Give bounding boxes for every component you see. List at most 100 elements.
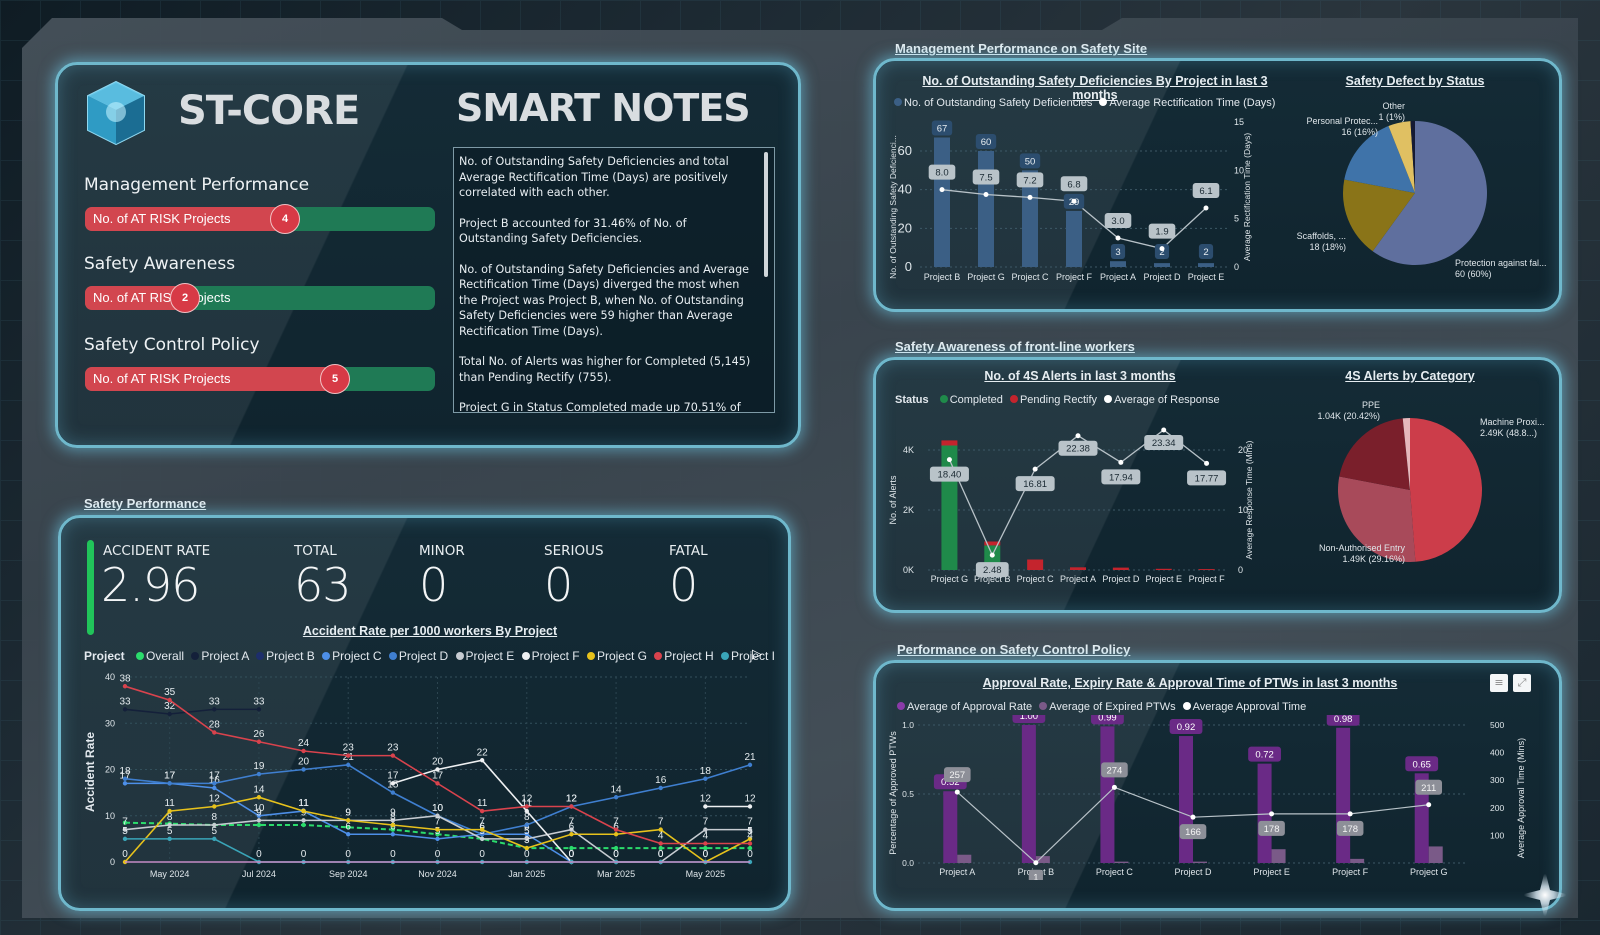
svg-text:11: 11 xyxy=(164,798,175,809)
svg-text:20: 20 xyxy=(298,757,310,768)
svg-text:4: 4 xyxy=(703,831,709,842)
risk-bar-fill xyxy=(85,286,185,310)
cube-logo-icon xyxy=(87,80,145,146)
svg-text:Project F: Project F xyxy=(1056,272,1093,282)
svg-text:Project B: Project B xyxy=(924,272,961,282)
svg-text:4: 4 xyxy=(747,831,753,842)
svg-text:10: 10 xyxy=(1234,165,1244,175)
section-title-management: Management Performance on Safety Site xyxy=(895,41,1148,56)
svg-text:Project A: Project A xyxy=(1060,574,1096,584)
svg-text:0: 0 xyxy=(569,849,575,860)
svg-text:Project C: Project C xyxy=(1011,272,1049,282)
svg-text:Average Response Time (Mins): Average Response Time (Mins) xyxy=(1244,440,1254,559)
svg-text:23: 23 xyxy=(343,743,355,754)
svg-text:21: 21 xyxy=(744,752,756,763)
kpi-label: TOTAL xyxy=(294,543,337,559)
svg-text:17: 17 xyxy=(119,770,131,781)
svg-text:Project A: Project A xyxy=(1100,272,1136,282)
svg-text:33: 33 xyxy=(209,696,221,707)
svg-text:0: 0 xyxy=(613,849,619,860)
svg-text:16 (16%): 16 (16%) xyxy=(1341,127,1378,137)
svg-text:6: 6 xyxy=(479,821,485,832)
svg-text:500: 500 xyxy=(1490,720,1504,730)
svg-text:0: 0 xyxy=(390,849,396,860)
svg-text:200: 200 xyxy=(1490,803,1504,813)
svg-text:166: 166 xyxy=(1185,827,1201,838)
svg-text:Project C: Project C xyxy=(1096,867,1134,877)
alerts-legend: Status Completed Pending Rectify Average… xyxy=(895,394,1220,406)
focus-mode-icon[interactable]: ⤢ xyxy=(1513,674,1531,692)
svg-text:67: 67 xyxy=(937,123,948,134)
svg-text:0.5: 0.5 xyxy=(902,789,914,799)
svg-text:0K: 0K xyxy=(903,565,914,575)
svg-text:12: 12 xyxy=(700,794,712,805)
svg-text:Project B: Project B xyxy=(974,574,1011,584)
svg-text:16.81: 16.81 xyxy=(1023,479,1047,490)
svg-text:178: 178 xyxy=(1264,824,1280,835)
svg-text:0: 0 xyxy=(479,849,485,860)
svg-text:Project G: Project G xyxy=(967,272,1005,282)
risk-bar-management[interactable]: No. of AT RISK Projects 4 xyxy=(85,204,435,234)
svg-text:300: 300 xyxy=(1490,775,1504,785)
svg-text:0: 0 xyxy=(122,849,128,860)
svg-text:12: 12 xyxy=(209,794,221,805)
filter-icon[interactable]: ≡ xyxy=(1490,674,1508,692)
section-title-awareness: Safety Awareness of front-line workers xyxy=(895,339,1135,354)
svg-text:17.94: 17.94 xyxy=(1109,472,1133,483)
svg-text:Nov 2024: Nov 2024 xyxy=(418,869,457,879)
notes-scrollbar[interactable] xyxy=(764,152,768,277)
svg-text:19: 19 xyxy=(253,761,265,772)
svg-text:17: 17 xyxy=(164,770,176,781)
svg-text:0: 0 xyxy=(524,849,530,860)
svg-text:12: 12 xyxy=(566,794,578,805)
deficiencies-legend: No. of Outstanding Safety Deficiencies A… xyxy=(890,97,1275,109)
chart-title-alerts: No. of 4S Alerts in last 3 months xyxy=(984,369,1176,383)
svg-text:9: 9 xyxy=(345,807,351,818)
svg-text:17: 17 xyxy=(432,770,444,781)
svg-text:23.34: 23.34 xyxy=(1152,438,1176,449)
svg-text:0: 0 xyxy=(703,849,709,860)
deficiencies-combo-chart[interactable]: No. of Outstanding Safety Deficienci... A… xyxy=(888,112,1278,292)
svg-text:Mar 2025: Mar 2025 xyxy=(597,869,635,879)
svg-text:2.48: 2.48 xyxy=(983,565,1002,576)
svg-text:20: 20 xyxy=(1238,445,1248,455)
svg-text:18.40: 18.40 xyxy=(938,470,962,481)
svg-text:Machine Proxi...: Machine Proxi... xyxy=(1480,417,1545,427)
alerts-category-pie-chart[interactable]: Machine Proxi...2.49K (48.8...) PPE1.04K … xyxy=(1280,395,1550,590)
svg-text:Accident Rate: Accident Rate xyxy=(83,732,97,812)
alerts-combo-chart[interactable]: No. of Alerts Average Response Time (Mins… xyxy=(888,410,1278,590)
svg-text:5: 5 xyxy=(122,826,128,837)
svg-text:18: 18 xyxy=(119,766,131,777)
svg-text:8: 8 xyxy=(212,812,218,823)
risk-bar-awareness[interactable]: No. of AT RISK Projects 2 xyxy=(85,283,435,313)
kpi-label: ACCIDENT RATE xyxy=(103,543,211,559)
svg-text:4K: 4K xyxy=(903,445,914,455)
svg-text:0: 0 xyxy=(703,849,709,860)
risk-bar-control[interactable]: No. of AT RISK Projects 5 xyxy=(85,364,435,394)
svg-text:40: 40 xyxy=(898,182,912,197)
chart-title-defect-status: Safety Defect by Status xyxy=(1345,74,1485,88)
svg-text:50: 50 xyxy=(1025,156,1036,167)
svg-text:Personal Protec...: Personal Protec... xyxy=(1306,116,1378,126)
risk-count-badge: 2 xyxy=(170,283,200,313)
svg-text:100: 100 xyxy=(1490,830,1504,840)
svg-text:11: 11 xyxy=(298,798,309,809)
risk-bar-label: No. of AT RISK Projects xyxy=(93,371,231,386)
smart-notes-box[interactable]: No. of Outstanding Safety Deficiencies a… xyxy=(453,147,775,413)
risk-bar-fill xyxy=(85,207,285,231)
ptw-combo-chart[interactable]: Percentage of Approved PTWs Average Appro… xyxy=(888,715,1538,880)
svg-text:8: 8 xyxy=(524,812,530,823)
svg-text:17.77: 17.77 xyxy=(1195,473,1219,484)
svg-text:7.5: 7.5 xyxy=(979,173,992,184)
svg-text:60 (60%): 60 (60%) xyxy=(1455,269,1492,279)
smart-note: Project G in Status Completed made up 70… xyxy=(459,401,741,413)
svg-text:7: 7 xyxy=(435,817,441,828)
legend-next-button[interactable]: ▷ xyxy=(752,647,762,662)
smart-note: Total No. of Alerts was higher for Compl… xyxy=(459,355,751,384)
svg-text:17: 17 xyxy=(209,770,221,781)
svg-text:Project D: Project D xyxy=(1102,574,1140,584)
svg-text:16: 16 xyxy=(655,775,667,786)
svg-text:Average Approval Time (Mins): Average Approval Time (Mins) xyxy=(1516,738,1526,858)
